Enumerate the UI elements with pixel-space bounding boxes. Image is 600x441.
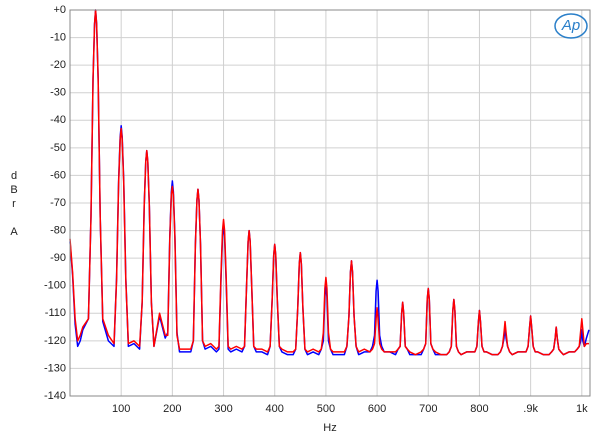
x-tick-label: .9k [523,403,538,415]
y-axis-label: d [11,170,17,182]
x-tick-label: 700 [419,403,437,415]
x-tick-label: 500 [317,403,335,415]
logo: Ap [554,13,588,39]
series-line [69,9,589,356]
x-tick-label: 600 [368,403,386,415]
y-tick-label: -80 [50,224,66,236]
y-tick-label: -70 [50,197,66,209]
y-tick-label: -50 [50,142,66,154]
x-tick-label: 200 [163,403,181,415]
y-tick-label: +0 [53,4,66,16]
x-tick-label: 100 [112,403,130,415]
y-tick-label: -120 [44,335,66,347]
plot-lines [69,9,590,356]
y-tick-label: -110 [45,307,66,319]
y-tick-label: -100 [44,280,66,292]
x-tick-label: 1k [576,403,588,415]
logo-ring [554,13,588,39]
y-axis-label: B [10,184,17,196]
x-tick-label: 800 [470,403,488,415]
y-axis-label: r [12,198,16,210]
y-axis-label: A [10,226,18,238]
y-tick-label: -140 [44,390,66,402]
y-tick-label: -30 [50,87,66,99]
x-tick-label: 300 [214,403,232,415]
y-tick-label: -10 [50,31,66,43]
y-tick-label: -40 [50,114,66,126]
x-tick-label: 400 [266,403,284,415]
plot-frame [69,9,591,397]
y-tick-label: -130 [44,362,66,374]
logo-text: Ap [561,17,580,34]
y-tick-label: -90 [50,252,66,264]
x-axis-label: Hz [323,422,336,434]
y-tick-label: -20 [50,59,66,71]
y-tick-label: -60 [50,169,66,181]
